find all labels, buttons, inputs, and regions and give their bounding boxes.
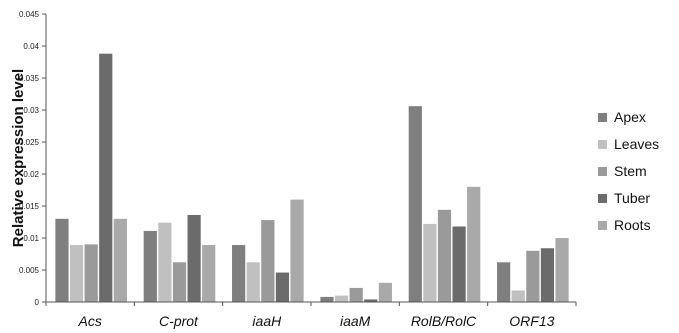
bar-tuber-acs xyxy=(99,53,113,303)
legend: Apex Leaves Stem Tuber Roots xyxy=(598,109,659,233)
y-tick-label: 0.035 xyxy=(19,74,40,83)
x-category-label: C-prot xyxy=(159,313,199,329)
x-labels: Acs C-prot iaaH iaaM RolB/RolC ORF13 xyxy=(77,313,554,329)
bars xyxy=(55,53,569,303)
legend-label-tuber: Tuber xyxy=(614,190,650,206)
y-axis-label: Relative expression level xyxy=(10,69,27,247)
legend-swatch-tuber xyxy=(598,194,607,203)
x-ticks xyxy=(45,302,577,306)
legend-swatch-stem xyxy=(598,167,607,176)
bar-stem-iaah xyxy=(261,220,275,302)
bar-tuber-c-prot xyxy=(187,214,201,302)
bar-stem-acs xyxy=(84,244,98,302)
legend-swatch-roots xyxy=(598,221,607,230)
bar-leaves-iaam xyxy=(334,295,349,302)
legend-label-stem: Stem xyxy=(614,163,647,179)
bar-leaves-acs xyxy=(69,245,84,302)
bar-apex-iaam xyxy=(320,296,334,302)
bar-apex-iaah xyxy=(232,245,246,302)
legend-label-apex: Apex xyxy=(614,109,646,125)
bar-tuber-rolb-rolc xyxy=(452,226,466,302)
y-tick-label: 0.02 xyxy=(23,170,39,179)
y-tick-label: 0.005 xyxy=(19,266,40,275)
x-category-label: iaaH xyxy=(252,313,282,329)
bar-stem-rolb-rolc xyxy=(437,209,452,302)
bar-roots-c-prot xyxy=(202,245,216,302)
bar-stem-iaam xyxy=(349,287,363,302)
y-tick-label: 0 xyxy=(35,298,40,307)
legend-swatch-leaves xyxy=(598,140,607,149)
x-category-label: iaaM xyxy=(340,313,371,329)
y-tick-label: 0.025 xyxy=(19,138,40,147)
bar-leaves-iaah xyxy=(246,262,260,302)
y-tick-label: 0.03 xyxy=(23,106,39,115)
bar-tuber-orf13 xyxy=(540,248,555,302)
bar-tuber-iaam xyxy=(364,299,378,302)
y-tick-label: 0.045 xyxy=(19,10,40,19)
x-category-label: Acs xyxy=(77,313,101,329)
bar-leaves-rolb-rolc xyxy=(423,223,437,302)
bar-roots-iaah xyxy=(290,199,304,302)
bar-roots-acs xyxy=(113,218,127,302)
bar-stem-c-prot xyxy=(172,262,187,302)
bar-stem-orf13 xyxy=(526,250,540,302)
bar-apex-c-prot xyxy=(143,230,157,302)
y-tick-label: 0.01 xyxy=(23,234,39,243)
bar-apex-orf13 xyxy=(497,262,511,302)
legend-label-roots: Roots xyxy=(614,217,651,233)
bar-apex-rolb-rolc xyxy=(408,106,422,302)
y-tick-label: 0.015 xyxy=(19,202,40,211)
x-category-label: ORF13 xyxy=(509,313,554,329)
bar-roots-rolb-rolc xyxy=(467,186,481,302)
bar-apex-acs xyxy=(55,218,69,302)
x-category-label: RolB/RolC xyxy=(411,313,477,329)
y-ticks: 0 0.005 0.01 0.015 0.02 0.025 0.03 0.035 0.04 0.0… xyxy=(19,10,46,307)
bar-leaves-orf13 xyxy=(511,290,525,302)
bar-leaves-c-prot xyxy=(158,222,172,302)
legend-label-leaves: Leaves xyxy=(614,136,659,152)
legend-swatch-apex xyxy=(598,113,607,122)
bar-tuber-iaah xyxy=(275,272,290,302)
bar-roots-orf13 xyxy=(555,238,569,302)
y-tick-label: 0.04 xyxy=(23,42,39,51)
bar-roots-iaam xyxy=(378,282,392,302)
